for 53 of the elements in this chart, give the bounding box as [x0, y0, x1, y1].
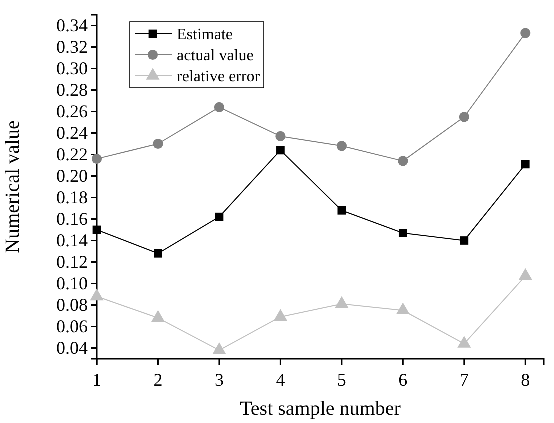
x-tick-label: 4 [276, 370, 286, 390]
y-tick-label: 0.06 [56, 316, 88, 337]
point [335, 296, 349, 308]
legend-label: relative error [177, 68, 261, 86]
legend-label: Estimate [177, 26, 233, 44]
point [214, 102, 225, 112]
x-tick-label: 1 [92, 370, 102, 390]
point [396, 302, 410, 315]
point [521, 160, 530, 169]
point [276, 131, 286, 142]
y-tick-label: 0.18 [56, 188, 88, 208]
x-tick-label: 2 [154, 370, 163, 390]
y-tick-label: 0.22 [56, 144, 88, 165]
point [398, 229, 408, 238]
y-tick-label: 0.12 [56, 252, 88, 272]
point [274, 309, 288, 321]
point [276, 146, 285, 155]
point [338, 206, 346, 215]
y-tick-label: 0.20 [56, 166, 88, 186]
point [336, 141, 347, 152]
point [460, 236, 469, 245]
point [215, 212, 224, 222]
y-tick-label: 0.08 [56, 295, 88, 316]
point [154, 249, 162, 258]
x-tick-label: 3 [214, 370, 224, 390]
point [459, 112, 470, 122]
y-tick-label: 0.32 [56, 37, 88, 58]
x-tick-label: 5 [337, 370, 346, 390]
x-tick-label: 8 [521, 370, 530, 390]
y-tick-label: 0.24 [56, 123, 88, 144]
point [212, 342, 226, 354]
point [153, 138, 164, 150]
y-tick-label: 0.28 [56, 80, 88, 100]
legend-label: actual value [177, 48, 254, 65]
point [92, 154, 102, 164]
y-tick-label: 0.14 [56, 230, 88, 251]
point [92, 226, 102, 234]
point [90, 288, 104, 301]
y-tick-label: 0.16 [56, 209, 88, 230]
x-tick-label: 6 [398, 370, 408, 390]
y-axis-title: Numerical value [2, 120, 24, 254]
point [520, 28, 531, 38]
y-tick-label: 0.30 [56, 58, 88, 79]
x-tick-label: 7 [460, 370, 469, 390]
point [458, 336, 472, 348]
y-tick-label: 0.10 [56, 274, 88, 294]
point [151, 310, 166, 322]
y-tick-label: 0.34 [56, 16, 88, 36]
point [518, 268, 532, 280]
point [398, 156, 408, 166]
y-tick-label: 0.26 [56, 102, 88, 122]
y-tick-label: 0.04 [56, 338, 88, 358]
x-axis-title: Test sample number [240, 398, 402, 420]
